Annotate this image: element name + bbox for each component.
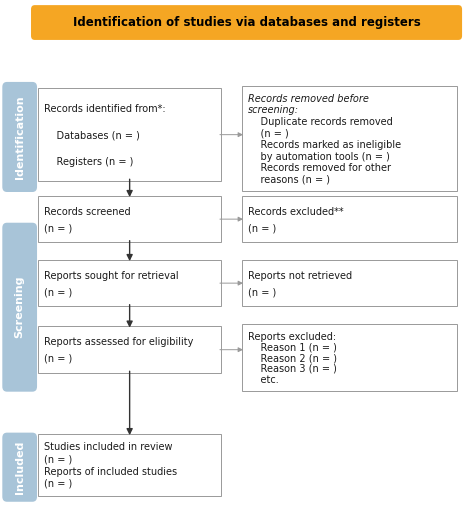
FancyBboxPatch shape	[2, 82, 37, 192]
FancyBboxPatch shape	[38, 326, 221, 373]
FancyBboxPatch shape	[242, 324, 457, 391]
Text: (n = ): (n = )	[248, 287, 276, 297]
Text: (n = ): (n = )	[248, 223, 276, 233]
FancyBboxPatch shape	[38, 434, 221, 496]
Text: Reports excluded:: Reports excluded:	[248, 332, 336, 342]
Text: etc.: etc.	[248, 375, 278, 385]
Text: Records excluded**: Records excluded**	[248, 206, 344, 217]
Text: (n = ): (n = )	[248, 129, 288, 139]
Text: Reports assessed for eligibility: Reports assessed for eligibility	[44, 337, 194, 347]
Text: Reports of included studies: Reports of included studies	[44, 467, 177, 477]
Text: Reason 2 (n = ): Reason 2 (n = )	[248, 353, 337, 363]
Text: (n = ): (n = )	[44, 479, 72, 489]
Text: Studies included in review: Studies included in review	[44, 442, 173, 453]
Text: Records identified from*:: Records identified from*:	[44, 104, 166, 114]
Text: reasons (n = ): reasons (n = )	[248, 175, 330, 185]
FancyBboxPatch shape	[38, 196, 221, 242]
FancyBboxPatch shape	[242, 260, 457, 306]
FancyBboxPatch shape	[31, 5, 462, 40]
Text: Records removed before: Records removed before	[248, 94, 369, 104]
Text: Databases (n = ): Databases (n = )	[44, 131, 140, 140]
Text: Duplicate records removed: Duplicate records removed	[248, 117, 393, 127]
Text: Reason 1 (n = ): Reason 1 (n = )	[248, 343, 337, 352]
Text: Records marked as ineligible: Records marked as ineligible	[248, 140, 401, 150]
Text: Records removed for other: Records removed for other	[248, 163, 391, 173]
Text: Identification of studies via databases and registers: Identification of studies via databases …	[73, 16, 420, 29]
FancyBboxPatch shape	[38, 260, 221, 306]
Text: Screening: Screening	[15, 276, 25, 338]
Text: by automation tools (n = ): by automation tools (n = )	[248, 152, 389, 162]
Text: Reports not retrieved: Reports not retrieved	[248, 270, 352, 281]
FancyBboxPatch shape	[2, 433, 37, 502]
Text: Records screened: Records screened	[44, 206, 131, 217]
Text: (n = ): (n = )	[44, 287, 72, 297]
Text: Reason 3 (n = ): Reason 3 (n = )	[248, 364, 337, 374]
Text: Reports sought for retrieval: Reports sought for retrieval	[44, 270, 179, 281]
FancyBboxPatch shape	[242, 196, 457, 242]
Text: Registers (n = ): Registers (n = )	[44, 157, 133, 167]
Text: (n = ): (n = )	[44, 354, 72, 364]
FancyBboxPatch shape	[2, 223, 37, 392]
Text: Identification: Identification	[15, 95, 25, 179]
FancyBboxPatch shape	[242, 86, 457, 191]
FancyBboxPatch shape	[38, 88, 221, 181]
Text: screening:: screening:	[248, 105, 299, 116]
Text: (n = ): (n = )	[44, 223, 72, 233]
Text: (n = ): (n = )	[44, 455, 72, 464]
Text: Included: Included	[15, 440, 25, 494]
